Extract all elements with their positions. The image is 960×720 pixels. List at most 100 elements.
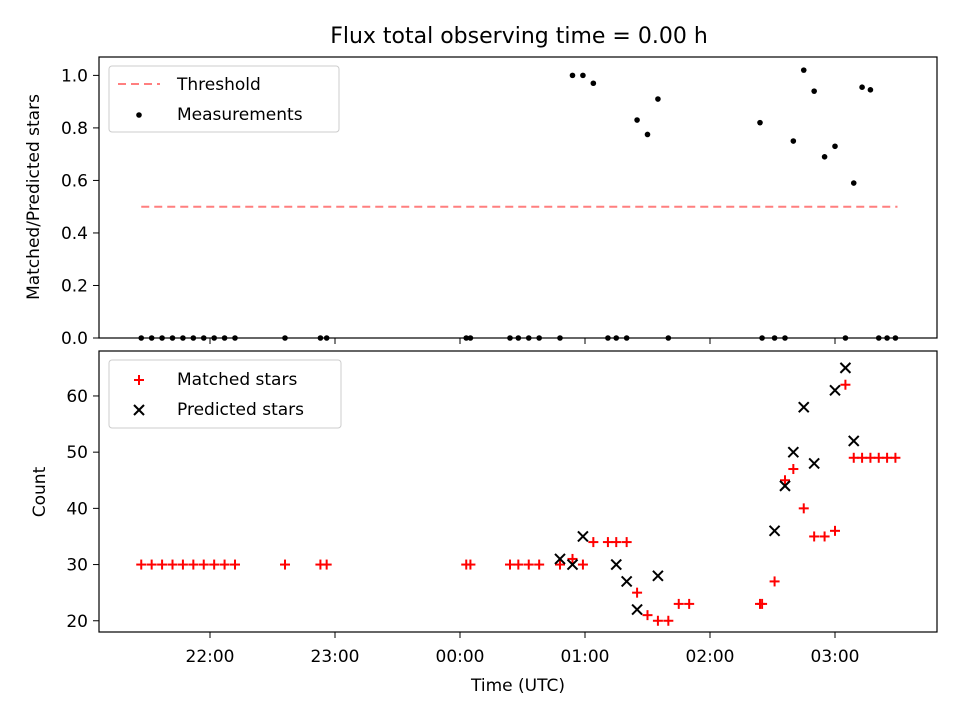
matched-star-point — [534, 559, 545, 570]
measurement-points — [138, 67, 899, 341]
matched-star-point — [209, 559, 220, 570]
matched-star-point — [465, 559, 476, 570]
count-x-tick-label: 00:00 — [436, 647, 485, 667]
matched-star-point — [684, 598, 695, 609]
count-x-ticks: 22:00 23:00 00:00 01:00 02:00 03:00 — [186, 632, 860, 667]
ratio-legend: Threshold Measurements — [108, 65, 340, 133]
measurement-point — [467, 335, 474, 341]
measurement-point — [613, 335, 620, 341]
measurement-point — [634, 117, 640, 123]
measurement-point — [811, 88, 817, 94]
matched-star-point — [757, 598, 768, 609]
matched-star-point — [769, 576, 780, 587]
measurement-point — [507, 335, 513, 341]
measurement-point — [892, 335, 899, 341]
matched-star-point — [157, 559, 168, 570]
threshold-legend-label: Threshold — [176, 75, 261, 95]
predicted-star-point — [554, 553, 566, 565]
matched-star-point — [780, 475, 790, 486]
measurement-point — [317, 335, 324, 341]
predicted-star-point — [839, 362, 852, 374]
count-x-tick-label: 22:00 — [186, 647, 235, 667]
measurement-point — [282, 335, 288, 341]
count-y-tick-label: 60 — [66, 387, 88, 407]
predicted-star-point — [652, 570, 664, 582]
matched-star-point — [663, 615, 674, 626]
matched-star-point — [577, 559, 588, 570]
measurement-point — [884, 335, 890, 341]
predicted-star-point — [631, 603, 643, 616]
count-panel: Count Time (UTC) 20 30 40 50 60 22:00 23:00 00… — [30, 350, 938, 696]
predicted-legend-swatch — [133, 404, 145, 416]
measurement-point — [665, 335, 672, 341]
predicted-star-point — [798, 401, 810, 413]
count-y-tick-label: 40 — [66, 499, 88, 519]
matched-star-point — [588, 537, 599, 548]
predicted-star-point — [577, 530, 589, 543]
ratio-y-axis-label: Matched/Predicted stars — [24, 94, 44, 300]
measurement-point — [757, 119, 763, 126]
matched-star-point — [146, 559, 157, 570]
matched-star-point — [567, 553, 578, 564]
count-y-ticks: 20 30 40 50 60 — [66, 387, 99, 632]
matched-star-point — [513, 559, 524, 570]
matched-star-point — [652, 615, 663, 626]
ratio-y-ticks: 0.0 0.2 0.4 0.6 0.8 1.0 — [61, 66, 99, 349]
count-y-tick-label: 20 — [66, 612, 88, 632]
measurement-point — [463, 335, 470, 341]
matched-star-point — [809, 531, 820, 542]
matched-star-point — [642, 610, 653, 621]
matched-star-point — [632, 587, 643, 598]
matched-star-point — [177, 559, 188, 570]
matched-legend-swatch — [134, 375, 144, 385]
ratio-y-tick-label: 0.4 — [61, 224, 88, 244]
measurement-point — [169, 335, 176, 341]
measurement-point — [771, 335, 778, 341]
predicted-legend-label: Predicted stars — [177, 400, 304, 420]
measurement-point — [790, 138, 797, 144]
matched-star-point — [840, 379, 851, 390]
matched-star-point — [621, 537, 632, 548]
matched-star-point — [167, 559, 178, 570]
measurement-point — [800, 67, 807, 73]
count-y-axis-label: Count — [30, 466, 50, 517]
ratio-y-tick-label: 0.0 — [61, 329, 88, 349]
matched-star-point — [611, 537, 622, 548]
ratio-y-tick-label: 0.6 — [61, 171, 88, 191]
count-x-tick-label: 03:00 — [811, 647, 860, 667]
measurement-point — [623, 335, 630, 341]
predicted-star-point — [610, 558, 622, 571]
count-y-tick-label: 30 — [66, 556, 88, 576]
measurements-legend-swatch — [136, 112, 142, 118]
measurement-point — [232, 335, 238, 341]
predicted-star-point — [768, 525, 781, 537]
predicted-star-point — [779, 480, 791, 492]
measurement-point — [159, 335, 165, 341]
matched-star-point — [219, 559, 230, 570]
predicted-star-point — [566, 558, 579, 571]
measurement-point — [832, 143, 838, 150]
matched-star-point — [830, 525, 840, 536]
ratio-x-ticks — [209, 338, 836, 344]
ratio-legend-box — [108, 65, 340, 133]
ratio-y-tick-label: 1.0 — [61, 66, 88, 86]
matched-star-point — [857, 452, 868, 463]
measurement-point — [655, 96, 661, 102]
measurement-point — [221, 335, 228, 341]
matched-star-point — [788, 464, 799, 475]
measurement-point — [180, 335, 186, 341]
measurement-point — [569, 72, 576, 79]
matched-legend-label: Matched stars — [177, 370, 297, 390]
matched-star-point — [555, 559, 565, 570]
measurement-point — [557, 335, 563, 341]
measurement-point — [580, 72, 586, 79]
matched-star-point — [890, 452, 901, 463]
count-y-tick-label: 50 — [66, 443, 88, 463]
measurement-point — [190, 335, 197, 341]
predicted-stars-points — [554, 362, 860, 616]
predicted-star-point — [848, 435, 860, 447]
measurements-legend-label: Measurements — [177, 105, 303, 125]
measurement-point — [525, 335, 532, 341]
ratio-panel: Matched/Predicted stars 0.0 0.2 0.4 0.6 0.8 1… — [24, 56, 938, 349]
matched-star-point — [188, 559, 199, 570]
